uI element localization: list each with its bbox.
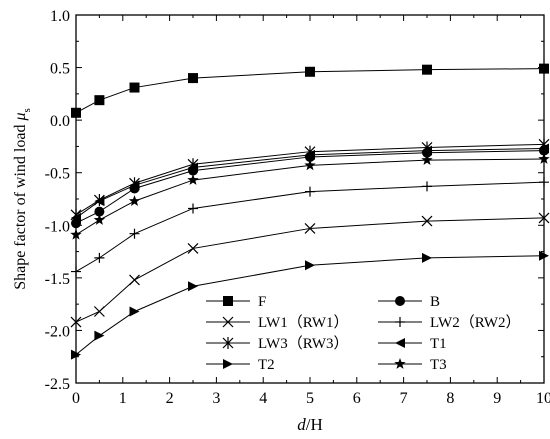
x-tick-label: 10 bbox=[536, 390, 550, 407]
legend-label: B bbox=[430, 294, 440, 310]
x-tick-label: 0 bbox=[72, 390, 80, 407]
data-point-star bbox=[128, 195, 141, 206]
legend-item: T1 bbox=[378, 336, 447, 352]
legend-label: T3 bbox=[430, 357, 447, 373]
series-asterisk bbox=[70, 138, 550, 221]
y-tick-label: 1.0 bbox=[50, 8, 70, 25]
legend-item: B bbox=[378, 294, 440, 310]
y-tick-label: 0.0 bbox=[50, 113, 70, 130]
data-point-square bbox=[94, 95, 105, 106]
data-point-x bbox=[93, 306, 105, 317]
data-point-square bbox=[422, 64, 432, 75]
data-point-plus bbox=[422, 181, 432, 192]
x-tick-label: 3 bbox=[212, 390, 220, 407]
legend-label: T2 bbox=[258, 357, 275, 373]
y-tick-label: -1.5 bbox=[45, 271, 70, 288]
series-square bbox=[71, 63, 549, 118]
x-axis-label-italic: d bbox=[297, 415, 306, 434]
data-point-star bbox=[421, 154, 433, 165]
legend-marker-x bbox=[222, 316, 234, 328]
legend-item: F bbox=[206, 294, 266, 310]
axis-ticks: 0 1 2 3 4 5 6 7 8 9 10 1.0 0.5 0.0 -0.5 -1.0 -1.5 -2.0 -2.… bbox=[45, 8, 550, 407]
y-tick-label: -2.0 bbox=[45, 323, 70, 340]
legend-item: T2 bbox=[206, 357, 275, 373]
legend-marker-square bbox=[223, 296, 233, 306]
legend-item: LW1（RW1） bbox=[206, 314, 349, 331]
data-point-star bbox=[93, 214, 106, 225]
data-point-triangle-left bbox=[422, 145, 432, 156]
data-point-x bbox=[129, 274, 140, 286]
x-tick-label: 2 bbox=[166, 390, 174, 407]
data-point-triangle-right bbox=[94, 330, 105, 341]
legend-label: T1 bbox=[430, 336, 447, 352]
legend-marker-asterisk bbox=[222, 337, 234, 349]
data-point-x bbox=[187, 242, 199, 254]
legend-item: T3 bbox=[378, 357, 447, 373]
y-axis-label: Shape factor of wind load μs bbox=[12, 108, 33, 290]
data-point-square bbox=[188, 73, 198, 84]
data-point-x bbox=[421, 215, 433, 227]
data-point-triangle-left bbox=[188, 162, 198, 173]
legend-label: LW1（RW1） bbox=[258, 314, 349, 331]
legend: F B LW1（RW1） LW2（RW2） LW3（RW3） T1 T2 T3 bbox=[206, 294, 521, 373]
data-point-triangle-right bbox=[129, 306, 140, 317]
legend-marker-circle bbox=[395, 296, 405, 306]
legend-marker-triangle-left bbox=[395, 338, 405, 348]
data-point-star bbox=[304, 159, 316, 171]
data-point-triangle-left bbox=[305, 149, 315, 160]
data-point-plus bbox=[129, 228, 140, 239]
y-axis-label-main: Shape factor of wind load bbox=[12, 121, 29, 290]
y-axis-label-subscript: s bbox=[21, 108, 33, 112]
data-point-x bbox=[304, 223, 316, 234]
legend-marker-triangle-right bbox=[223, 359, 233, 369]
x-axis-label: d/H bbox=[297, 415, 323, 434]
legend-item: LW2（RW2） bbox=[378, 314, 521, 331]
y-tick-label: -0.5 bbox=[45, 166, 70, 183]
data-point-circle bbox=[94, 206, 105, 217]
data-point-triangle-right bbox=[422, 252, 432, 263]
legend-marker-star bbox=[394, 358, 406, 369]
x-tick-label: 7 bbox=[400, 390, 408, 407]
legend-marker-plus bbox=[395, 317, 405, 327]
series-triangle-left bbox=[71, 143, 549, 223]
y-tick-label: -1.0 bbox=[45, 218, 70, 235]
x-tick-label: 5 bbox=[306, 390, 314, 407]
y-axis-label-symbol: μ bbox=[12, 112, 29, 121]
data-point-square bbox=[129, 82, 140, 93]
data-point-triangle-left bbox=[94, 196, 105, 207]
data-point-plus bbox=[94, 252, 105, 263]
legend-label: LW2（RW2） bbox=[430, 314, 521, 331]
data-point-plus bbox=[188, 203, 198, 214]
x-tick-label: 1 bbox=[119, 390, 127, 407]
data-point-square bbox=[305, 66, 315, 77]
plot-series bbox=[70, 63, 550, 360]
x-tick-label: 6 bbox=[353, 390, 361, 407]
x-axis-label-rest: /H bbox=[306, 415, 323, 434]
legend-item: LW3（RW3） bbox=[206, 335, 349, 352]
x-tick-label: 4 bbox=[259, 390, 267, 407]
data-point-star bbox=[187, 174, 199, 185]
data-point-triangle-left bbox=[129, 180, 140, 191]
data-point-triangle-right bbox=[305, 260, 315, 271]
legend-label: F bbox=[258, 294, 266, 310]
series-line-star bbox=[75, 158, 545, 236]
y-tick-label: 0.5 bbox=[50, 61, 70, 78]
x-tick-label: 9 bbox=[493, 390, 501, 407]
data-point-triangle-right bbox=[188, 281, 198, 292]
legend-label: LW3（RW3） bbox=[258, 335, 349, 352]
x-tick-label: 8 bbox=[446, 390, 454, 407]
data-point-plus bbox=[305, 186, 315, 197]
series-plus bbox=[71, 177, 549, 277]
y-tick-label: -2.5 bbox=[45, 376, 70, 393]
